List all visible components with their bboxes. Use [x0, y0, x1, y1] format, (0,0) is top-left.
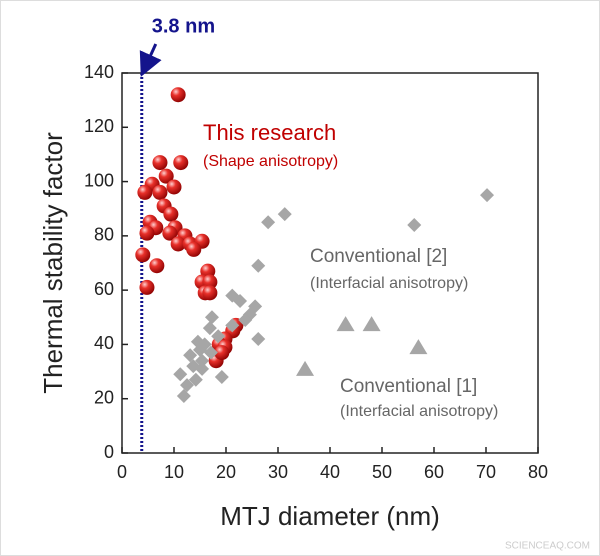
point [139, 279, 155, 295]
point [203, 345, 218, 360]
x-axis-title: MTJ diameter (nm) [220, 501, 440, 531]
point [296, 360, 315, 376]
y-tick-label: 40 [94, 333, 114, 353]
series-note: (Shape anisotropy) [203, 153, 338, 170]
point [202, 285, 218, 301]
point [409, 339, 428, 355]
point [188, 372, 203, 387]
point [158, 168, 174, 184]
series-label: This research [203, 120, 336, 145]
y-tick-label: 0 [104, 442, 114, 462]
x-tick-label: 40 [320, 462, 340, 482]
point [225, 318, 240, 333]
point [251, 332, 266, 346]
x-tick-label: 60 [424, 462, 444, 482]
x-tick-label: 10 [164, 462, 184, 482]
point [195, 361, 210, 376]
point [149, 258, 165, 274]
point [204, 310, 219, 325]
point [362, 316, 381, 332]
point [233, 294, 248, 308]
series-note: (Interfacial anisotropy) [340, 403, 498, 420]
x-tick-label: 70 [476, 462, 496, 482]
point [336, 316, 355, 332]
point [214, 345, 230, 361]
point [173, 367, 188, 382]
point [195, 353, 210, 368]
point [139, 225, 155, 241]
x-tick-label: 50 [372, 462, 392, 482]
y-tick-label: 100 [84, 170, 114, 190]
series-label: Conventional [1] [340, 376, 477, 397]
series-note: (Interfacial anisotropy) [310, 275, 468, 292]
point [137, 184, 153, 200]
x-tick-label: 20 [216, 462, 236, 482]
point [211, 329, 226, 344]
point [166, 179, 182, 195]
y-tick-label: 80 [94, 225, 114, 245]
x-tick-label: 0 [117, 462, 127, 482]
point [251, 258, 266, 273]
point [214, 370, 229, 384]
threshold-arrow [139, 43, 162, 77]
point [135, 247, 151, 263]
x-tick-label: 30 [268, 462, 288, 482]
point [480, 188, 495, 203]
threshold-label: 3.8 nm [152, 15, 215, 37]
watermark: SCIENCEAQ.COM [505, 541, 590, 552]
series-label: Conventional [2] [310, 246, 447, 267]
point [152, 184, 168, 200]
point [162, 225, 178, 241]
point [163, 206, 179, 222]
y-tick-label: 60 [94, 279, 114, 299]
y-tick-label: 120 [84, 116, 114, 136]
x-tick-label: 80 [528, 462, 548, 482]
point [407, 218, 422, 232]
y-tick-label: 20 [94, 387, 114, 407]
point [180, 378, 194, 393]
point [277, 207, 292, 222]
point [193, 342, 207, 357]
point [170, 87, 186, 103]
point [186, 241, 202, 257]
point [202, 321, 217, 336]
y-tick-label: 140 [84, 62, 114, 82]
point [176, 389, 191, 403]
point [170, 236, 186, 252]
point [173, 155, 189, 171]
point [261, 215, 276, 230]
y-axis-title: Thermal stability factor [38, 132, 68, 394]
point [152, 155, 168, 171]
point [183, 348, 198, 363]
point [238, 313, 253, 327]
